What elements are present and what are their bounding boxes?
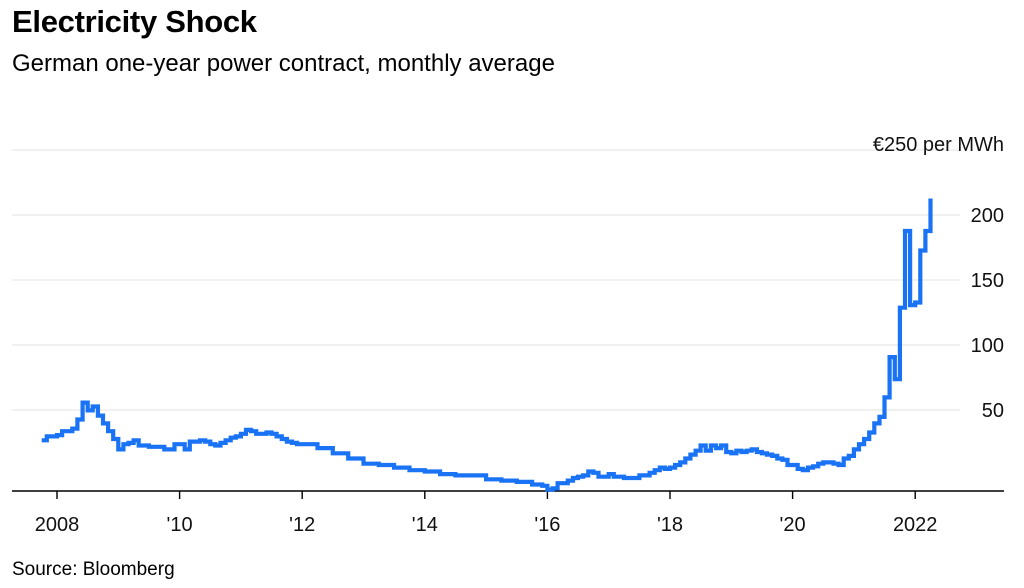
x-tick-label-2016: '16 xyxy=(534,514,560,536)
y-tick-label-100: 100 xyxy=(971,335,1004,357)
y-tick-label-150: 150 xyxy=(971,270,1004,292)
x-axis-ticks: 2008 '10 '12 '14 '16 '18 '20 2022 xyxy=(35,491,938,536)
x-tick-label-2012: '12 xyxy=(289,514,315,536)
x-tick-label-2022: 2022 xyxy=(893,514,938,536)
x-tick-label-2008: 2008 xyxy=(35,514,80,536)
x-tick-label-2010: '10 xyxy=(167,514,193,536)
series-line-0 xyxy=(41,198,933,492)
chart-area: €250 per MWh 50 100 150 200 2008 '10 '12 '14 '1… xyxy=(12,134,1004,536)
grid-lines xyxy=(12,149,960,411)
y-axis-ticks: 50 100 150 200 xyxy=(971,205,1004,422)
y-unit-label: €250 per MWh xyxy=(873,134,1004,156)
source-note: Source: Bloomberg xyxy=(12,559,175,580)
x-tick-label-2018: '18 xyxy=(657,514,683,536)
chart-subtitle: German one-year power contract, monthly … xyxy=(12,50,555,77)
y-tick-label-200: 200 xyxy=(971,205,1004,227)
y-tick-label-50: 50 xyxy=(982,400,1004,422)
x-tick-label-2014: '14 xyxy=(412,514,438,536)
x-tick-label-2020: '20 xyxy=(780,514,806,536)
series-layer xyxy=(41,198,933,492)
chart-title: Electricity Shock xyxy=(12,4,257,39)
